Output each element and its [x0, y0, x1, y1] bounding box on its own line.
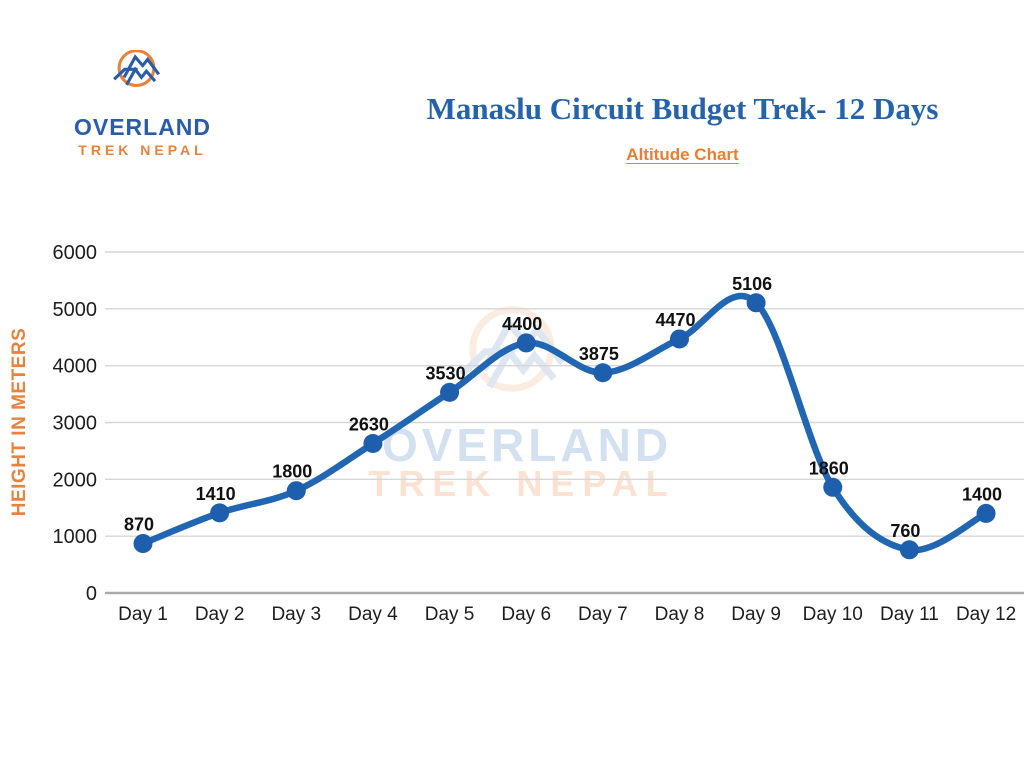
logo-text-trek-nepal: TREK NEPAL: [78, 142, 207, 158]
data-point-marker: [133, 534, 153, 554]
x-tick-label: Day 9: [731, 604, 781, 625]
data-point-label: 4470: [655, 310, 695, 330]
data-point-marker: [363, 434, 383, 454]
chart-subtitle: Altitude Chart: [626, 145, 739, 164]
data-point-label: 1800: [272, 462, 312, 482]
data-point-label: 2630: [349, 415, 389, 435]
x-tick-label: Day 4: [348, 604, 398, 625]
data-point-marker: [976, 503, 996, 523]
x-tick-label: Day 12: [956, 604, 1016, 625]
y-tick-label: 6000: [53, 242, 98, 264]
y-tick-label: 1000: [53, 526, 98, 548]
data-point-label: 4400: [502, 314, 542, 334]
x-tick-label: Day 5: [425, 604, 475, 625]
logo-text-overland: OVERLAND: [73, 114, 212, 140]
y-tick-label: 3000: [53, 413, 98, 435]
y-tick-label: 4000: [53, 356, 98, 378]
x-tick-label: Day 2: [195, 604, 245, 625]
data-point-marker: [823, 477, 843, 497]
data-point-marker: [593, 363, 613, 383]
x-tick-label: Day 3: [271, 604, 321, 625]
data-point-marker: [210, 503, 230, 523]
data-point-label: 1400: [962, 484, 1002, 504]
data-point-marker: [516, 333, 536, 353]
y-tick-label: 2000: [53, 469, 98, 491]
data-point-label: 5106: [732, 274, 772, 294]
x-tick-label: Day 10: [803, 604, 863, 625]
data-point-marker: [286, 481, 306, 501]
y-tick-label: 5000: [53, 299, 98, 321]
x-tick-label: Day 1: [118, 604, 168, 625]
page-title: Manaslu Circuit Budget Trek- 12 Days: [426, 91, 939, 126]
y-tick-label: 0: [86, 583, 97, 605]
data-point-label: 760: [890, 521, 920, 541]
data-point-marker: [899, 540, 919, 560]
x-tick-label: Day 6: [501, 604, 551, 625]
x-tick-label: Day 8: [655, 604, 705, 625]
data-point-label: 3530: [426, 363, 466, 383]
company-logo: OVERLAND TREK NEPAL: [60, 50, 225, 158]
x-tick-label: Day 11: [880, 604, 939, 625]
data-point-label: 1860: [809, 458, 849, 478]
data-point-marker: [440, 382, 460, 402]
x-tick-label: Day 7: [578, 604, 628, 625]
data-point-label: 1410: [196, 484, 236, 504]
data-point-label: 3875: [579, 344, 619, 364]
data-point-label: 870: [124, 515, 154, 535]
data-point-marker: [669, 329, 689, 349]
data-point-marker: [746, 293, 766, 313]
